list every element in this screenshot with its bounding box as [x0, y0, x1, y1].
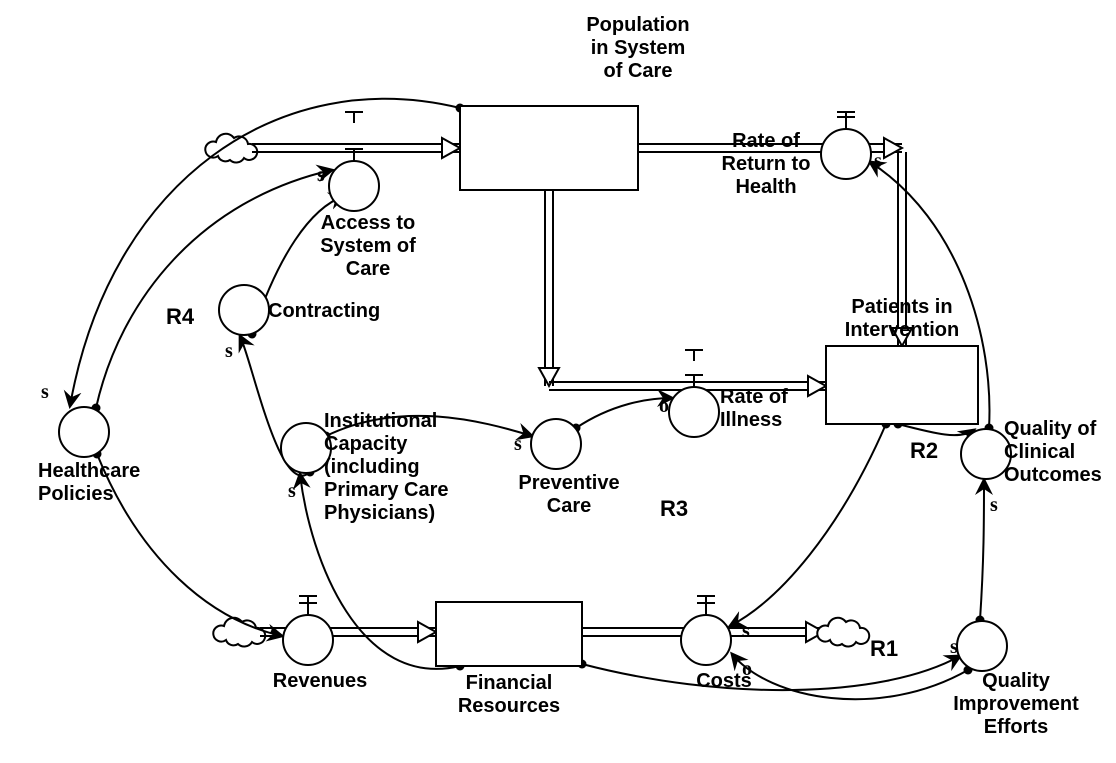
causal-link: [576, 398, 672, 428]
stock-population: [460, 106, 638, 190]
polarity-4: s: [288, 480, 308, 503]
polarity-1: s: [874, 150, 894, 173]
var-preventive: [531, 419, 581, 469]
var-label-contracting: Contracting: [268, 300, 398, 323]
loop-label-R4: R4: [166, 304, 206, 329]
var-label-access: Access toSystem ofCare: [298, 212, 438, 281]
var-label-return: Rate ofReturn toHealth: [706, 130, 826, 199]
causal-link: [96, 170, 332, 408]
polarity-6: o: [659, 395, 679, 418]
system-dynamics-diagram: { "type": "system-dynamics-stock-flow-ca…: [0, 0, 1116, 763]
polarity-11: o: [742, 658, 762, 681]
polarity-9: s: [270, 622, 290, 645]
stock-label-population: Populationin Systemof Care: [548, 14, 728, 83]
loop-label-R2: R2: [910, 438, 950, 463]
stock-patients: [826, 346, 978, 424]
var-label-qie: QualityImprovementEfforts: [926, 670, 1106, 739]
var-label-illness: Rate ofIllness: [720, 386, 830, 432]
polarity-7: s: [990, 494, 1010, 517]
polarity-2: s: [41, 381, 61, 404]
causal-link: [980, 480, 984, 620]
stock-label-financial: FinancialResources: [434, 672, 584, 718]
var-revenues: [283, 615, 333, 665]
var-label-policies: HealthcarePolicies: [38, 460, 168, 506]
var-return: [821, 129, 871, 179]
var-label-preventive: PreventiveCare: [504, 472, 634, 518]
loop-label-R1: R1: [870, 636, 910, 661]
var-costs: [681, 615, 731, 665]
stock-financial: [436, 602, 582, 666]
stock-label-patients: Patients inIntervention: [822, 296, 982, 342]
polarity-10: s: [742, 620, 762, 643]
loop-label-R3: R3: [660, 496, 700, 521]
diagram-svg: [0, 0, 1116, 763]
var-label-outcomes: Quality ofClinicalOutcomes: [1004, 418, 1116, 487]
polarity-5: s: [514, 433, 534, 456]
polarity-8: s: [950, 636, 970, 659]
polarity-3: s: [225, 340, 245, 363]
var-contracting: [219, 285, 269, 335]
var-policies: [59, 407, 109, 457]
var-label-capacity: InstitutionalCapacity(includingPrimary C…: [324, 410, 504, 525]
causal-link: [730, 424, 886, 626]
causal-link: [898, 424, 974, 435]
var-label-revenues: Revenues: [260, 670, 380, 693]
polarity-0: s: [317, 164, 337, 187]
